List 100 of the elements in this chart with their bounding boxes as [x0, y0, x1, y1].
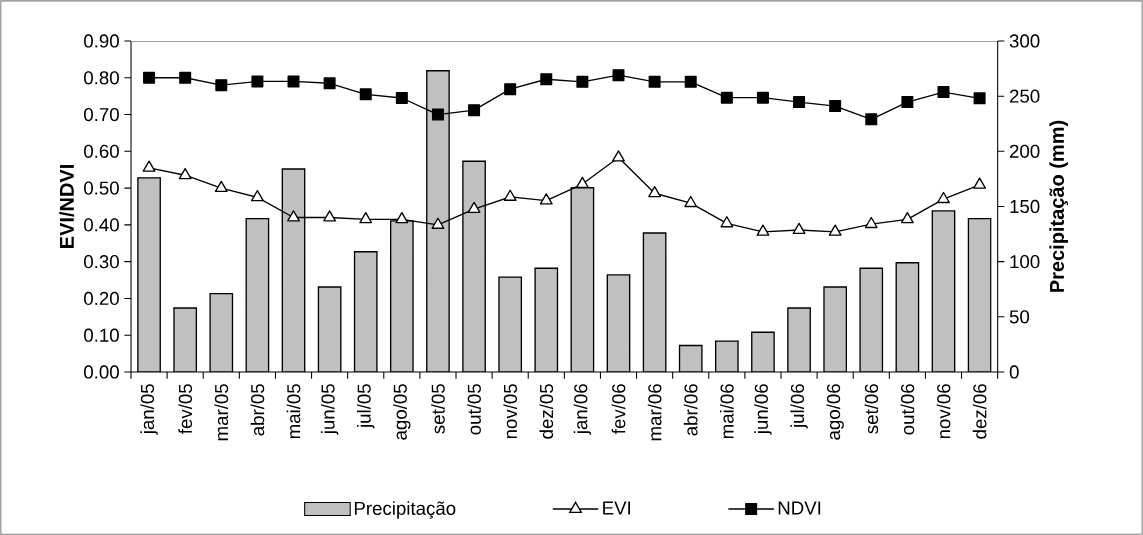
x-tick-label: abr/06	[683, 384, 698, 436]
point	[720, 91, 733, 104]
point	[214, 180, 228, 193]
x-tick-label: mai/06	[719, 384, 734, 439]
x-tick-label: dez/06	[972, 384, 987, 439]
x-tick-label: dez/05	[539, 384, 554, 439]
bar	[281, 168, 306, 372]
bar	[245, 217, 270, 372]
x-tick-label: mar/06	[647, 384, 662, 441]
y2-tick-label: 250	[1009, 89, 1040, 103]
point	[973, 92, 986, 105]
point	[575, 176, 589, 189]
point	[612, 69, 625, 82]
y2-tick-label: 200	[1009, 144, 1040, 158]
point	[973, 177, 987, 189]
point	[431, 217, 445, 229]
x-tick-label: mar/05	[214, 384, 229, 441]
y2-tick-label: 0	[1009, 365, 1019, 379]
x-tick-label: fev/05	[178, 384, 193, 434]
y2-tick-label: 150	[1010, 199, 1040, 214]
point	[792, 222, 806, 235]
bar	[389, 220, 414, 372]
y-tick-label: 0.00	[84, 365, 119, 379]
point	[142, 160, 156, 172]
x-tick-label: jun/06	[754, 384, 772, 435]
y-tick-label: 0.30	[84, 255, 119, 269]
x-tick-label: out/06	[900, 384, 915, 435]
point	[937, 86, 950, 99]
point	[504, 83, 517, 96]
point	[395, 212, 409, 224]
point	[431, 108, 444, 121]
bar	[895, 262, 920, 372]
bar	[787, 307, 811, 372]
bar	[751, 331, 775, 372]
point	[359, 88, 372, 101]
y2-tick-label: 300	[1009, 34, 1040, 48]
y-tick-label: 0.80	[84, 71, 119, 85]
bar	[462, 160, 486, 372]
x-tick-label: jun/05	[320, 384, 339, 435]
x-tick-label: nov/05	[503, 384, 518, 439]
point	[539, 193, 553, 205]
point	[901, 96, 914, 109]
bar	[173, 307, 198, 372]
y-axis-title: EVI/NDVI	[59, 165, 75, 248]
point	[323, 77, 336, 90]
point	[684, 195, 698, 208]
point	[287, 75, 300, 88]
point	[684, 75, 697, 88]
y-tick-label: 0.50	[84, 181, 119, 195]
point	[359, 212, 373, 224]
legend-label: NDVI	[778, 501, 821, 515]
bar	[570, 187, 595, 372]
point	[612, 150, 625, 162]
y-tick-label: 0.20	[84, 291, 119, 306]
y-tick-label: 0.70	[84, 107, 119, 122]
x-tick-label: jul/06	[790, 384, 808, 429]
point	[864, 216, 878, 229]
x-tick-label: jul/05	[357, 384, 375, 429]
bar	[931, 210, 956, 372]
legend-label: EVI	[603, 501, 631, 515]
bar	[137, 177, 161, 372]
bar	[859, 267, 884, 372]
bar	[209, 292, 234, 372]
bar	[534, 267, 559, 372]
bar	[426, 70, 450, 372]
point	[828, 224, 842, 236]
point	[179, 71, 192, 84]
x-tick-label: abr/05	[250, 384, 265, 436]
point	[865, 113, 878, 126]
y2-axis-title: Precipitação (mm)	[1049, 120, 1068, 292]
point	[250, 189, 264, 202]
bar	[498, 276, 523, 372]
point	[937, 191, 950, 204]
y-tick-label: 0.90	[84, 34, 119, 48]
point	[648, 185, 662, 198]
bar	[317, 286, 342, 372]
x-tick-label: nov/06	[936, 384, 951, 439]
x-tick-label: set/05	[431, 384, 445, 434]
point	[251, 75, 264, 88]
bar	[606, 274, 631, 372]
y-tick-label: 0.60	[84, 144, 119, 158]
x-tick-label: jan/06	[573, 384, 592, 435]
bar	[823, 286, 848, 372]
point	[793, 96, 806, 109]
point	[756, 91, 769, 104]
point	[576, 75, 589, 88]
point	[143, 71, 156, 84]
x-tick-label: ago/05	[393, 384, 411, 440]
point	[215, 79, 228, 92]
point	[323, 210, 337, 222]
x-tick-label: ago/06	[826, 384, 844, 440]
bar	[642, 232, 667, 372]
x-tick-label: fev/06	[611, 384, 626, 434]
bar	[353, 251, 378, 372]
point	[900, 212, 914, 224]
point	[648, 75, 661, 88]
y2-tick-label: 100	[1010, 255, 1040, 269]
point	[756, 224, 770, 236]
y-tick-label: 0.10	[84, 328, 119, 342]
x-tick-label: jan/05	[140, 384, 158, 435]
